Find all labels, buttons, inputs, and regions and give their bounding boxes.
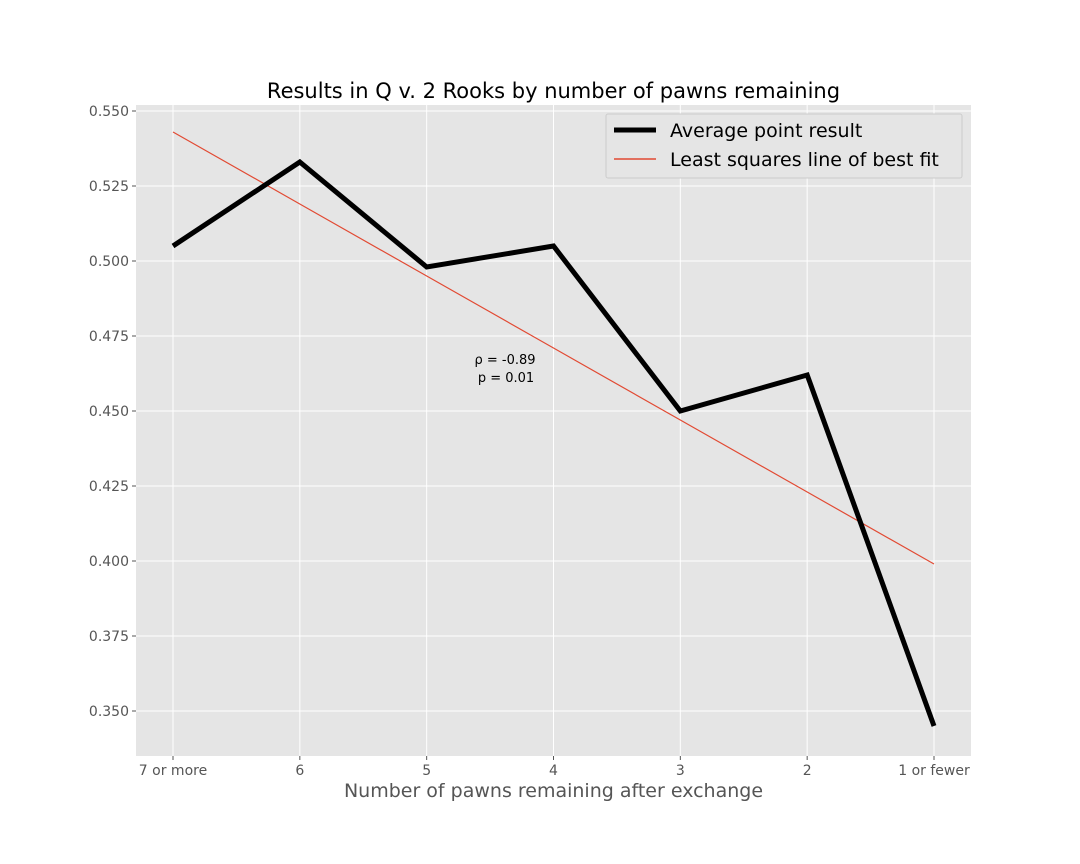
series-lines xyxy=(171,131,937,727)
legend-label-best-fit: Least squares line of best fit xyxy=(670,149,939,171)
y-tick-label: 0.550 xyxy=(89,104,129,120)
annotation-p: p = 0.01 xyxy=(478,371,534,386)
legend: Average point result Least squares line … xyxy=(605,113,963,179)
y-tick-labels: 0.350 0.375 0.400 0.425 0.450 0.475 0.500 0.525… xyxy=(89,104,136,720)
y-tick-label: 0.425 xyxy=(89,479,129,495)
y-tick-label: 0.500 xyxy=(89,254,129,270)
chart-title: Results in Q v. 2 Rooks by number of paw… xyxy=(267,79,840,103)
y-tick-label: 0.375 xyxy=(89,629,129,645)
annotation: ρ = -0.89 p = 0.01 xyxy=(474,353,535,386)
x-tick-label: 4 xyxy=(549,763,558,779)
x-tick-label: 7 or more xyxy=(139,763,207,779)
x-tick-labels: 7 or more 6 5 4 3 2 1 or fewer xyxy=(139,756,970,779)
x-tick-label: 2 xyxy=(803,763,812,779)
gridlines xyxy=(136,105,971,756)
x-tick-label: 5 xyxy=(422,763,431,779)
legend-label-average: Average point result xyxy=(670,120,862,142)
x-tick-label: 1 or fewer xyxy=(898,763,970,779)
y-tick-label: 0.475 xyxy=(89,329,129,345)
legend-box xyxy=(605,113,963,179)
annotation-rho: ρ = -0.89 xyxy=(474,353,535,368)
x-tick-label: 6 xyxy=(295,763,304,779)
y-tick-label: 0.350 xyxy=(89,704,129,720)
y-tick-label: 0.400 xyxy=(89,554,129,570)
y-tick-label: 0.525 xyxy=(89,179,129,195)
y-tick-label: 0.450 xyxy=(89,404,129,420)
x-tick-label: 3 xyxy=(676,763,685,779)
x-axis-label: Number of pawns remaining after exchange xyxy=(344,780,763,802)
